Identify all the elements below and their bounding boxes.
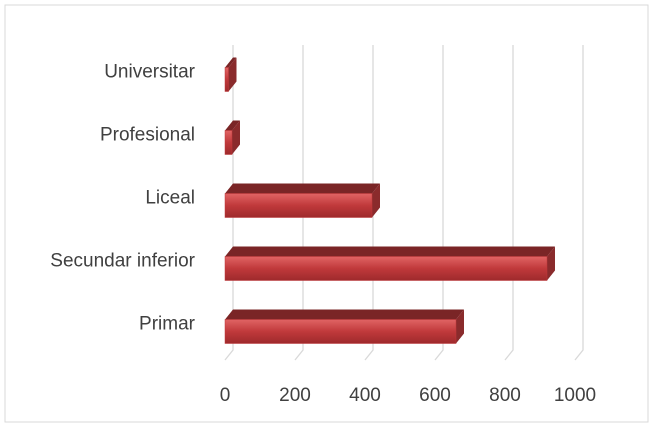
- bar-front: [224, 256, 548, 281]
- bar-end: [372, 183, 380, 218]
- bar-top: [225, 183, 380, 194]
- grid-line: [434, 45, 444, 361]
- bar-end: [232, 120, 240, 155]
- grid-line: [574, 45, 584, 361]
- bar: [224, 246, 555, 281]
- x-tick-label: 400: [349, 385, 381, 406]
- bar-end: [456, 309, 464, 344]
- bar-top: [225, 309, 464, 320]
- bar-front: [224, 193, 373, 218]
- x-tick-label: 0: [220, 385, 231, 406]
- y-tick-label: Liceal: [145, 188, 195, 209]
- bar: [224, 120, 240, 155]
- x-tick-label: 200: [279, 385, 311, 406]
- y-tick-label: Secundar inferior: [50, 251, 195, 272]
- y-tick-label: Profesional: [100, 125, 195, 146]
- bar-front: [224, 67, 229, 92]
- x-tick-label: 1000: [554, 385, 596, 406]
- bar: [224, 57, 237, 92]
- bar-end: [547, 246, 555, 281]
- grid-line: [504, 45, 514, 361]
- bar-top: [225, 246, 555, 257]
- y-tick-label: Primar: [139, 314, 196, 335]
- bar-front: [224, 319, 457, 344]
- grid-line: [294, 45, 304, 361]
- x-tick-label: 800: [489, 385, 521, 406]
- bar: [224, 183, 380, 218]
- bar-front: [224, 130, 233, 155]
- grid-line: [364, 45, 374, 361]
- y-tick-label: Universitar: [104, 62, 195, 83]
- bar-top: [225, 57, 237, 68]
- bar-top: [225, 120, 240, 131]
- x-tick-label: 600: [419, 385, 451, 406]
- bar: [224, 309, 464, 344]
- bar-end: [228, 57, 237, 92]
